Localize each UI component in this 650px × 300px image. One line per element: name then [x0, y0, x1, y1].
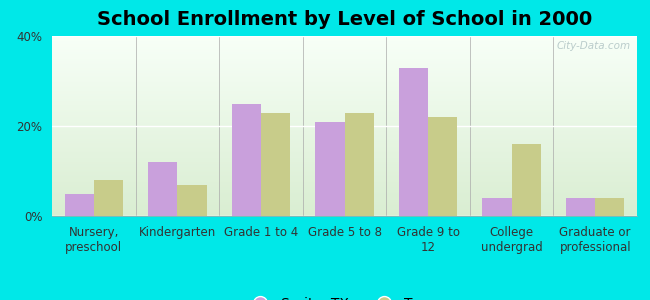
- Title: School Enrollment by Level of School in 2000: School Enrollment by Level of School in …: [97, 10, 592, 29]
- Bar: [177, 184, 207, 216]
- Bar: [94, 180, 123, 216]
- Bar: [428, 117, 458, 216]
- Bar: [315, 122, 344, 216]
- Bar: [566, 198, 595, 216]
- Bar: [148, 162, 177, 216]
- Legend: Sarita, TX, Texas: Sarita, TX, Texas: [240, 291, 448, 300]
- Bar: [512, 144, 541, 216]
- Text: City-Data.com: City-Data.com: [557, 41, 631, 51]
- Bar: [595, 198, 625, 216]
- Bar: [399, 68, 428, 216]
- Bar: [344, 112, 374, 216]
- Bar: [64, 194, 94, 216]
- Bar: [261, 112, 290, 216]
- Bar: [231, 103, 261, 216]
- Bar: [482, 198, 512, 216]
